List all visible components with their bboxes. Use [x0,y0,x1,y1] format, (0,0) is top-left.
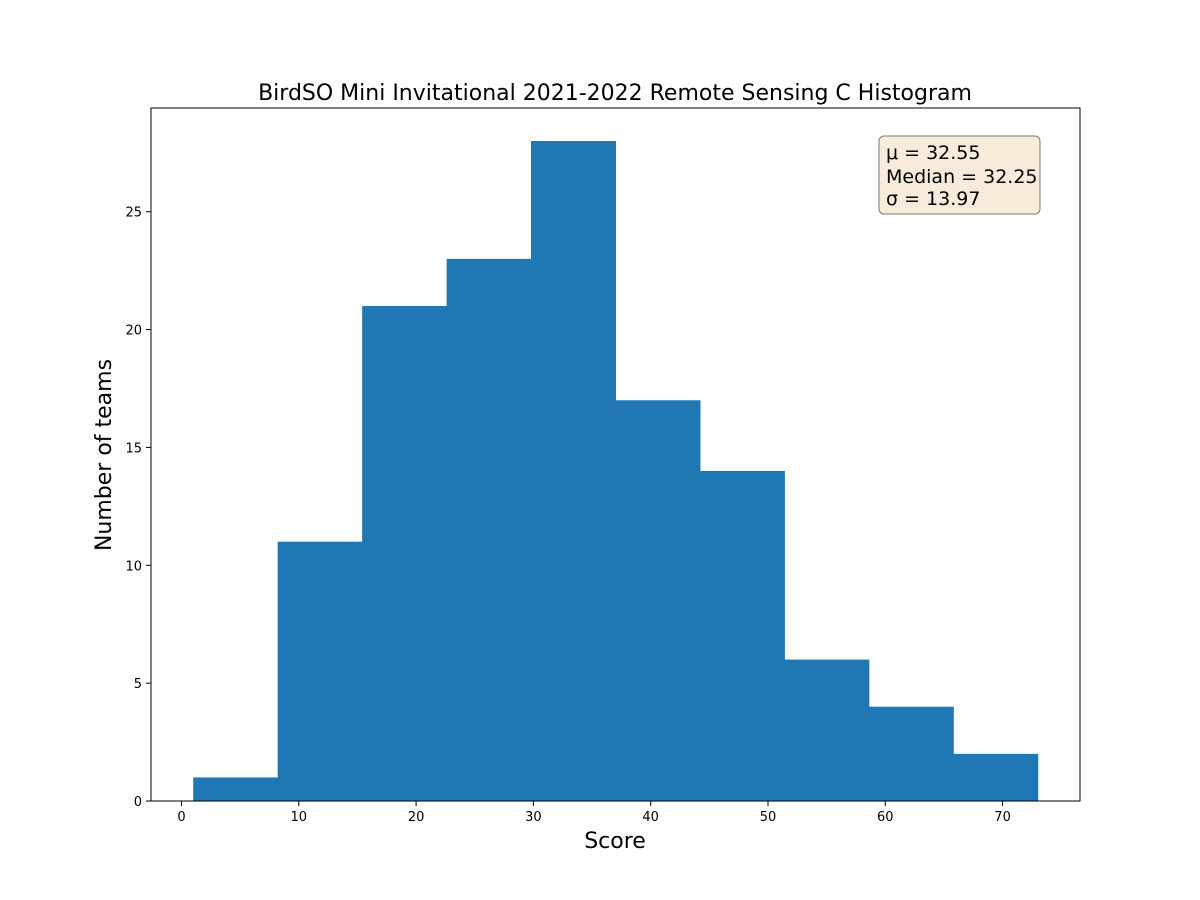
x-tick-label: 0 [177,810,185,825]
bars-group [193,141,1039,801]
x-tick-label: 30 [525,810,542,825]
stats-median: Median = 32.25 [886,166,1038,188]
x-tick-label: 40 [642,810,659,825]
x-axis-label: Score [584,829,646,854]
plot-frame [150,107,1081,802]
histogram-bar [277,541,363,801]
histogram-bar [953,753,1039,801]
x-tick-label: 50 [760,810,777,825]
x-tick-label: 10 [291,810,308,825]
y-tick-label: 10 [125,559,142,574]
y-tick-label: 25 [125,206,142,221]
stats-box-background [878,135,1041,215]
y-tick-label: 0 [134,795,142,810]
y-tick-label: 20 [125,324,142,339]
histogram-bar [531,141,616,801]
x-tick-label: 60 [877,810,894,825]
chart-title: BirdSO Mini Invitational 2021-2022 Remot… [258,81,972,106]
histogram-bar [193,777,279,801]
histogram-bar [615,400,701,801]
histogram-bar [699,471,785,801]
stats-mean: μ = 32.55 [886,142,980,164]
y-axis-label: Number of teams [92,359,117,551]
x-tick-label: 20 [408,810,425,825]
stats-sigma: σ = 13.97 [886,188,980,210]
x-axis-ticks: 0 10 20 30 40 50 60 70 [177,801,1011,825]
y-axis-ticks: 0 5 10 15 20 25 [125,206,151,810]
x-tick-label: 70 [994,810,1011,825]
histogram-bar [446,258,532,801]
histogram-bar [784,659,870,801]
stats-box: μ = 32.55 Median = 32.25 σ = 13.97 [878,135,1041,215]
y-tick-label: 15 [125,441,142,456]
y-tick-label: 5 [134,677,142,692]
histogram-bar [362,306,448,801]
histogram-bar [868,706,954,801]
